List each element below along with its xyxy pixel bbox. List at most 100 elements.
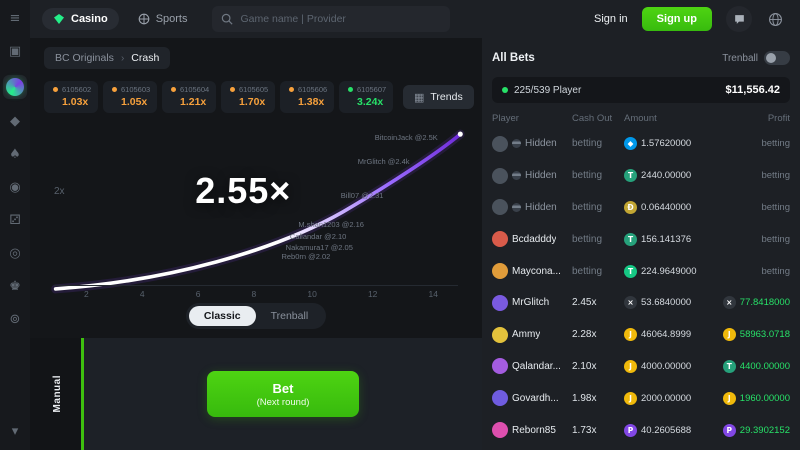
round-id: 6105605 — [239, 85, 269, 94]
gem-icon[interactable]: ◆ — [10, 114, 20, 129]
player-name[interactable]: Ammy — [512, 329, 541, 341]
bets-table: Hidden betting ◆ 1.57620000 betting Hidd… — [492, 128, 790, 446]
target-icon[interactable]: ⊚ — [9, 312, 21, 327]
menu-icon[interactable]: ≡ — [9, 11, 21, 26]
sign-in-link[interactable]: Sign in — [594, 13, 628, 25]
breadcrumb-current: Crash — [131, 52, 160, 64]
player-name[interactable]: Hidden — [525, 138, 557, 150]
history-chip[interactable]: 6105603 1.05x — [103, 81, 157, 113]
chat-button[interactable] — [726, 6, 752, 32]
x-axis-tick: 2 — [84, 289, 89, 299]
search-input[interactable] — [240, 13, 442, 25]
cashout-annotation: Callandar @2.10 — [289, 232, 347, 242]
vip-crown-icon[interactable]: ♚ — [9, 279, 21, 294]
player-avatar — [492, 231, 508, 248]
history-chip[interactable]: 6105604 1.21x — [162, 81, 216, 113]
column-header: Profit — [767, 112, 790, 124]
tab-classic[interactable]: Classic — [188, 306, 256, 326]
currency-coin-icon: T — [624, 232, 637, 246]
player-name[interactable]: Maycona... — [512, 265, 561, 277]
breadcrumb-parent[interactable]: BC Originals — [55, 52, 114, 64]
bet-amount: 1.57620000 — [641, 138, 692, 150]
round-dot-icon — [53, 87, 58, 92]
dice-icon[interactable]: ⚂ — [9, 213, 21, 228]
currency-coin-icon: Ð — [624, 200, 637, 214]
bet-panel: Manual Bet (Next round) — [30, 338, 482, 450]
spade-icon[interactable]: ♠ — [9, 147, 21, 162]
chevron-down-icon[interactable]: ▾ — [11, 424, 19, 439]
sports-ball-icon[interactable]: ◉ — [9, 180, 21, 195]
bet-zone: Bet (Next round) — [84, 338, 482, 450]
hidden-mask-icon — [512, 171, 521, 181]
live-dot-icon — [502, 87, 508, 93]
bet-amount: 224.9649000 — [641, 265, 697, 277]
round-history-row: 6105602 1.03x 6105603 1.05x 6105604 1.21… — [44, 81, 474, 113]
all-bets-header: All Bets Trenball — [492, 46, 790, 70]
bet-table-row: Hidden betting Ð 0.06440000 betting — [492, 192, 790, 224]
casino-gem-icon — [54, 14, 64, 24]
currency-coin-icon: J — [624, 391, 637, 405]
player-name[interactable]: MrGlitch — [512, 297, 550, 309]
player-avatar — [492, 167, 508, 184]
manual-mode-tab[interactable]: Manual — [30, 338, 84, 450]
y-axis-label: 2x — [54, 185, 65, 197]
promotions-gift-icon[interactable]: ▣ — [8, 44, 22, 59]
bet-button[interactable]: Bet (Next round) — [207, 371, 359, 417]
player-name[interactable]: Bcdadddy — [512, 233, 557, 245]
bet-table-row: Hidden betting T 2440.00000 betting — [492, 160, 790, 192]
profit-coin-icon: P — [722, 423, 736, 437]
player-name[interactable]: Hidden — [525, 170, 557, 182]
profit-coin-icon: × — [722, 296, 736, 310]
bet-button-label: Bet — [272, 380, 294, 396]
casino-nav-button[interactable]: Casino — [42, 8, 119, 30]
profit-value: betting — [761, 170, 790, 182]
content-row: BC Originals › Crash 6105602 1.03x 61056… — [30, 38, 800, 450]
player-avatar — [492, 135, 508, 152]
player-name[interactable]: Qalandar... — [512, 360, 561, 372]
bet-amount: 2000.00000 — [641, 392, 692, 404]
sign-up-button[interactable]: Sign up — [641, 7, 712, 31]
cashout-annotation: Nakamura17 @2.05 — [285, 243, 353, 253]
profit-coin-icon: J — [722, 391, 736, 405]
crash-chart: BitcoinJack @2.5K MrGlitch @2.4k Bill07 @2… — [44, 119, 468, 299]
round-multiplier: 1.05x — [121, 96, 148, 108]
crash-game-icon[interactable] — [3, 75, 27, 99]
globe-icon — [768, 12, 782, 26]
trenball-toggle[interactable] — [764, 51, 790, 65]
tab-trenball[interactable]: Trenball — [256, 306, 324, 326]
profit-value: 58963.0718 — [739, 329, 790, 341]
crash-orb-graphic — [6, 78, 24, 96]
column-header: Amount — [624, 112, 657, 124]
language-button[interactable] — [762, 6, 788, 32]
manual-tab-label: Manual — [51, 375, 63, 413]
currency-coin-icon: J — [624, 328, 637, 342]
casino-chip-icon[interactable]: ◎ — [9, 246, 21, 261]
round-multiplier: 3.24x — [357, 96, 384, 108]
currency-coin-icon: P — [624, 423, 637, 437]
history-chip[interactable]: 6105602 1.03x — [44, 81, 98, 113]
history-chip[interactable]: 6105607 3.24x — [339, 81, 393, 113]
bet-table-row: Govardh... 1.98x J 2000.00000 J 1960.000… — [492, 382, 790, 414]
active-tab-indicator — [81, 338, 84, 450]
x-axis-tick: 4 — [139, 289, 145, 299]
bet-table-row: Hidden betting ◆ 1.57620000 betting — [492, 128, 790, 160]
trends-button[interactable]: ▦ Trends — [403, 85, 474, 109]
x-axis-tick: 12 — [367, 289, 378, 299]
cashout-value: 1.73x — [572, 424, 597, 436]
hidden-mask-icon — [512, 139, 521, 149]
player-name[interactable]: Hidden — [525, 201, 557, 213]
column-header: Player — [492, 112, 519, 124]
bets-column-headers: Player Cash Out Amount Profit — [492, 108, 790, 128]
round-stats-row: 225/539 Player $11,556.42 — [492, 77, 790, 103]
player-name[interactable]: Govardh... — [512, 392, 559, 404]
bet-button-sublabel: (Next round) — [256, 396, 310, 408]
player-name[interactable]: Reborn85 — [512, 424, 556, 436]
sports-nav-button[interactable]: Sports — [129, 8, 197, 30]
profit-value: 4400.00000 — [739, 360, 790, 372]
bet-amount: 2440.00000 — [641, 170, 692, 182]
history-chip[interactable]: 6105606 1.38x — [280, 81, 334, 113]
history-chip[interactable]: 6105605 1.70x — [221, 81, 275, 113]
bet-table-row: Qalandar... 2.10x J 4000.00000 T 4400.00… — [492, 351, 790, 383]
profit-value: betting — [761, 233, 790, 245]
